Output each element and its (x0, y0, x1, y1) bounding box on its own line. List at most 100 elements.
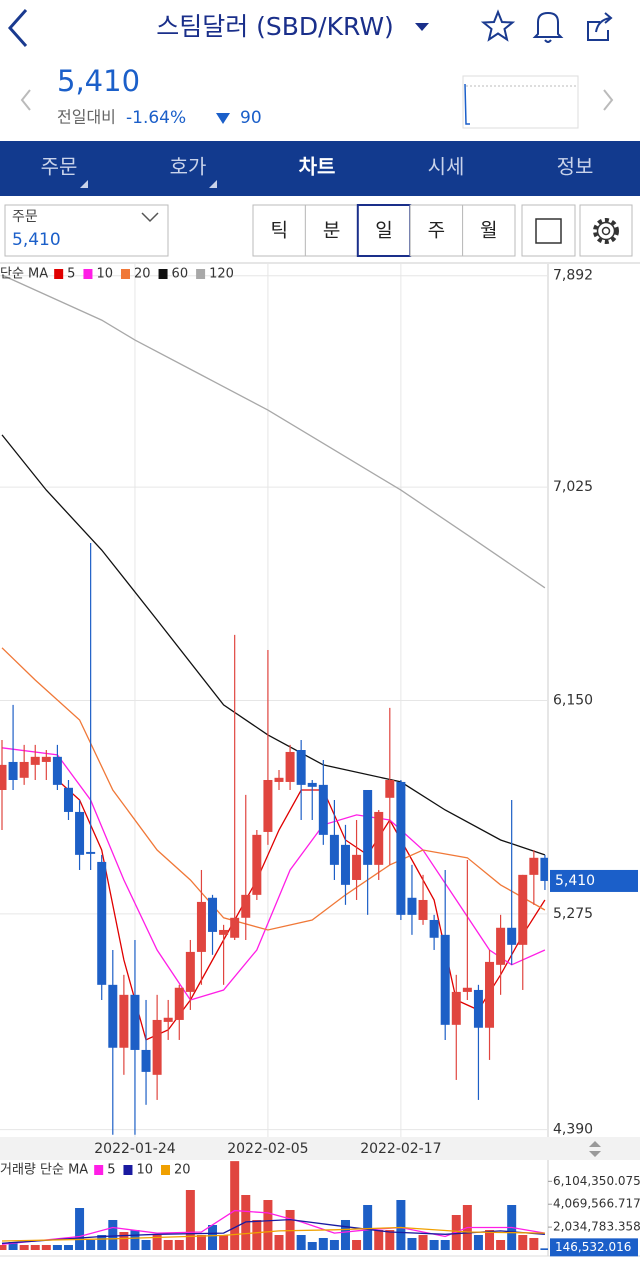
tab[interactable]: 호가 (170, 155, 207, 179)
y-tick-label: 4,390 (553, 1122, 593, 1138)
order-label: 주문 (12, 209, 38, 225)
candle-body (496, 927, 506, 965)
gear-teeth (593, 218, 619, 244)
volume-bar (307, 1242, 317, 1250)
candle-body (374, 811, 384, 865)
prev-button[interactable] (20, 89, 31, 111)
period-button[interactable] (462, 204, 516, 257)
volume-bar (63, 1245, 73, 1250)
candle-body (19, 761, 29, 778)
candle-body (208, 897, 218, 932)
candle-body (241, 894, 251, 918)
candle-body (230, 917, 240, 938)
volume-bar (30, 1245, 40, 1250)
candle-body (130, 994, 140, 1050)
y-tick-label: 6,150 (553, 693, 593, 709)
volume-bar (8, 1242, 18, 1250)
candle-body (8, 761, 18, 780)
order-select[interactable] (4, 204, 169, 257)
page-title[interactable]: 스팀달러 (SBD/KRW) (156, 12, 394, 41)
tab[interactable]: 차트 (299, 155, 336, 179)
volume-bar (75, 1208, 85, 1250)
candle-body (30, 756, 40, 765)
candle-body (174, 987, 184, 1020)
price-marker-label: 5,410 (555, 873, 595, 889)
volume-bar (86, 1239, 96, 1250)
order-chevron (141, 212, 159, 223)
period-button[interactable] (304, 204, 359, 257)
candle-body (363, 789, 373, 865)
volume-bar (141, 1239, 151, 1250)
legend-label: 20 (134, 267, 151, 282)
order-value: 5,410 (12, 230, 61, 250)
legend-label: 5 (67, 267, 75, 282)
tab-menu-mark (209, 180, 217, 188)
candle-body (518, 874, 528, 945)
x-tick-label: 2022-01-24 (94, 1141, 175, 1157)
y-tick-label: 7,025 (553, 479, 593, 495)
layout-button[interactable] (521, 204, 576, 257)
back-button[interactable] (7, 9, 28, 47)
y-tick-label: 5,275 (553, 906, 593, 922)
candle-body (97, 861, 107, 985)
period-button[interactable] (409, 204, 464, 257)
next-button[interactable] (603, 89, 614, 111)
candle-body (385, 779, 395, 798)
volume-bar (163, 1239, 173, 1250)
candle-body (473, 989, 483, 1028)
candle-body (451, 991, 461, 1025)
tab[interactable]: 시세 (428, 155, 465, 179)
legend-title: 거래량 단순 MA (0, 1163, 88, 1178)
volume-bar (41, 1245, 51, 1250)
volume-bar (318, 1237, 328, 1250)
ma-line (1, 1226, 545, 1242)
volume-bar (340, 1219, 350, 1250)
legend-swatch (121, 269, 130, 279)
resize-handle[interactable] (589, 1141, 601, 1157)
candle-body (352, 854, 362, 880)
legend-label: 60 (172, 267, 189, 282)
gear-hole (601, 226, 611, 236)
volume-bar (263, 1200, 273, 1250)
alert-button[interactable] (532, 11, 564, 43)
candle-body (307, 782, 317, 787)
candle-body (407, 897, 417, 915)
volume-bar (540, 1248, 548, 1250)
volume-bar (407, 1237, 417, 1250)
legend-swatch (54, 269, 64, 279)
volume-bar (208, 1225, 218, 1250)
ma-line (1, 1209, 546, 1246)
favorite-button[interactable] (480, 9, 516, 42)
mini-chart-line (464, 83, 470, 125)
candle-body (86, 851, 96, 854)
share-button[interactable] (587, 12, 613, 41)
title-caret[interactable] (415, 23, 429, 31)
candle-body (263, 779, 273, 832)
candle-body (108, 984, 118, 1048)
candle-body (274, 777, 284, 782)
volume-bar (274, 1235, 284, 1250)
volume-bar (529, 1237, 539, 1250)
candle-body (318, 784, 328, 835)
legend-swatch (161, 1165, 171, 1175)
period-label: 주 (428, 220, 445, 242)
period-label: 일 (375, 220, 392, 242)
candle-body (41, 756, 51, 762)
period-label: 월 (480, 220, 497, 242)
legend-swatch (123, 1165, 133, 1175)
legend-swatch (94, 1165, 104, 1175)
tab[interactable]: 주문 (41, 155, 78, 179)
y-tick-label: 6,104,350.075 (553, 1174, 640, 1188)
tab[interactable]: 정보 (557, 155, 594, 179)
gear-body (596, 221, 616, 241)
legend-label: 5 (107, 1163, 115, 1178)
legend-label: 120 (209, 267, 234, 282)
volume-bar (219, 1235, 229, 1250)
volume-bar (429, 1239, 439, 1250)
volume-marker-label: 146,532.016 (555, 1240, 631, 1254)
volume-bar (329, 1239, 339, 1250)
volume-bar (196, 1235, 206, 1250)
candle-body (63, 787, 73, 812)
change-amount: 90 (240, 108, 262, 128)
